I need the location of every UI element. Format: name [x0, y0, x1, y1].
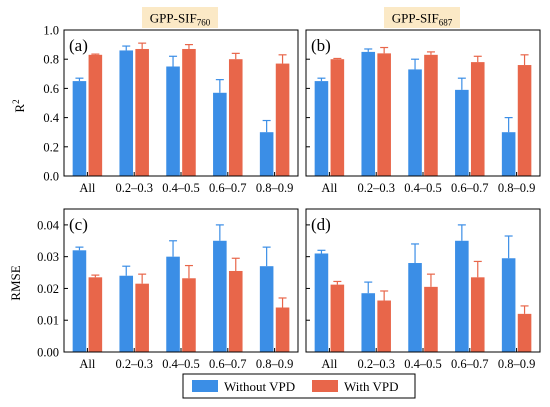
x-tick-label: All: [79, 181, 96, 195]
legend-swatch-with-vpd: [312, 380, 338, 392]
x-tick-label: 0.8–0.9: [498, 357, 536, 371]
bar-with-vpd: [424, 286, 438, 352]
y-tick-label: 0.03: [37, 250, 59, 264]
bar-with-vpd: [330, 284, 345, 352]
bar-without-vpd: [72, 81, 87, 176]
bar-with-vpd: [517, 65, 532, 176]
bar-with-vpd: [377, 300, 391, 352]
x-tick-label: 0.4–0.5: [162, 181, 200, 195]
legend-label-with-vpd: With VPD: [344, 379, 399, 394]
x-tick-label: 0.2–0.3: [357, 357, 395, 371]
x-tick-label: 0.2–0.3: [115, 357, 153, 371]
col-title-box: [384, 7, 460, 28]
bar-with-vpd: [228, 59, 243, 177]
y-tick-label: 0.2: [43, 140, 59, 154]
bar-without-vpd: [166, 256, 180, 352]
bar-with-vpd: [424, 54, 438, 176]
x-tick-label: 0.6–0.7: [209, 181, 247, 195]
bar-with-vpd: [182, 48, 196, 177]
bar-with-vpd: [517, 313, 532, 352]
x-tick-label: 0.6–0.7: [451, 357, 489, 371]
legend-box: [182, 373, 416, 399]
bar-without-vpd: [501, 132, 516, 176]
x-tick-label: 0.2–0.3: [115, 181, 153, 195]
bar-with-vpd: [135, 48, 149, 177]
bar-without-vpd: [166, 66, 180, 176]
bar-with-vpd: [377, 53, 391, 176]
bar-without-vpd: [213, 92, 227, 176]
col-title-text: GPP-SIF760: [150, 11, 211, 28]
bar-without-vpd: [72, 250, 87, 352]
x-tick-label: All: [321, 181, 338, 195]
bar-without-vpd: [259, 266, 274, 352]
bar-with-vpd: [470, 62, 485, 177]
panel-c: 0.00 0.01 0.02 0.03 0.04 All 0.2–0.3 0.4–0.5 0.6…: [37, 208, 299, 371]
x-tick-label: 0.8–0.9: [498, 181, 536, 195]
panel-d: All 0.2–0.3 0.4–0.5 0.6–0.7 0.8–0.9 (d): [305, 208, 541, 371]
x-tick-label: 0.4–0.5: [162, 357, 200, 371]
bar-with-vpd: [470, 277, 485, 352]
bar-without-vpd: [314, 81, 329, 176]
bar-with-vpd: [88, 277, 103, 352]
bar-without-vpd: [259, 132, 274, 176]
bar-without-vpd: [408, 263, 422, 352]
bar-without-vpd: [408, 69, 422, 176]
panel-a: 0.0 0.2 0.4 0.6 0.8 1.0 All 0.2–0.3 0.4–0.5 0.6–0…: [43, 24, 299, 195]
bar-with-vpd: [330, 59, 345, 177]
panel-label: (b): [311, 36, 331, 55]
y-axis-label-r2: R2: [11, 99, 27, 112]
bar-with-vpd: [275, 63, 290, 176]
col-title-1: GPP-SIF760: [142, 7, 218, 28]
y-tick-label: 0.4: [43, 111, 59, 125]
bar-without-vpd: [119, 50, 134, 176]
bar-with-vpd: [88, 54, 103, 176]
panel-label: (c): [69, 215, 88, 234]
x-tick-label: 0.6–0.7: [451, 181, 489, 195]
x-tick-label: 0.8–0.9: [256, 181, 294, 195]
bar-with-vpd: [135, 283, 149, 352]
legend-label-without-vpd: Without VPD: [224, 379, 295, 394]
y-tick-label: 0.04: [37, 218, 60, 232]
bar-with-vpd: [275, 307, 290, 352]
y-tick-label: 0.0: [43, 170, 59, 184]
x-tick-label: 0.4–0.5: [404, 181, 442, 195]
legend-swatch-without-vpd: [192, 380, 218, 392]
col-title-2: GPP-SIF687: [384, 7, 460, 28]
x-tick-label: 0.2–0.3: [357, 181, 395, 195]
bar-without-vpd: [455, 240, 469, 352]
panel-label: (d): [311, 215, 331, 234]
x-tick-label: 0.6–0.7: [209, 357, 247, 371]
bar-without-vpd: [119, 275, 134, 352]
bar-without-vpd: [361, 293, 376, 352]
bar-without-vpd: [213, 240, 227, 352]
y-tick-label: 1.0: [43, 24, 59, 38]
y-tick-label: 0.02: [37, 282, 59, 296]
y-tick-label: 0.01: [37, 314, 59, 328]
y-axis-label-rmse: RMSE: [8, 265, 23, 300]
x-tick-label: 0.4–0.5: [404, 357, 442, 371]
bar-without-vpd: [314, 253, 329, 352]
col-title-text: GPP-SIF687: [392, 11, 453, 28]
bar-without-vpd: [501, 258, 516, 352]
bar-without-vpd: [361, 51, 376, 176]
legend: Without VPD With VPD: [182, 373, 416, 399]
bar-with-vpd: [228, 270, 243, 352]
bar-without-vpd: [455, 89, 469, 176]
x-tick-label: 0.8–0.9: [256, 357, 294, 371]
x-tick-label: All: [79, 357, 96, 371]
bar-with-vpd: [182, 278, 196, 352]
panel-b: All 0.2–0.3 0.4–0.5 0.6–0.7 0.8–0.9 (b): [305, 29, 541, 195]
y-tick-label: 0.6: [43, 82, 59, 96]
panel-label: (a): [69, 36, 88, 55]
col-title-box: [142, 7, 218, 28]
y-tick-label: 0.00: [37, 346, 59, 360]
y-tick-label: 0.8: [43, 53, 59, 67]
x-tick-label: All: [321, 357, 338, 371]
